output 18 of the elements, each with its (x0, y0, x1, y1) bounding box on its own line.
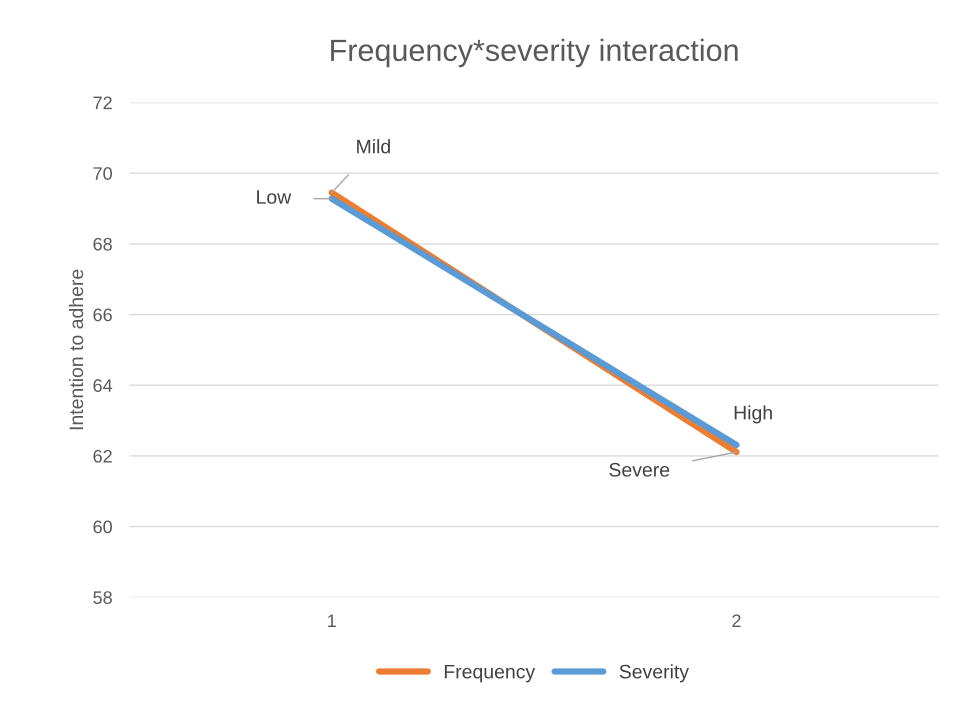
y-tick-label: 60 (94, 520, 112, 534)
y-tick-label: 58 (93, 591, 112, 604)
x-tick-label: 1 (328, 614, 336, 628)
y-tick-label: 72 (94, 96, 112, 110)
y-tick-label: 70 (94, 167, 112, 180)
annotation: Mild (357, 139, 390, 154)
y-axis-title: Intention to adhere (68, 270, 84, 430)
legend-label: Frequency (444, 664, 536, 682)
x-tick-label: 2 (732, 614, 741, 628)
chart-title: Frequency*severity interaction (331, 38, 738, 68)
y-tick-label: 64 (94, 379, 112, 392)
annotation: High (734, 405, 772, 424)
annotation: Severe (609, 462, 670, 477)
annotation: Low (257, 190, 292, 204)
legend-label: Severity (620, 664, 689, 682)
y-tick-label: 66 (94, 308, 112, 322)
y-tick-label: 68 (94, 238, 112, 251)
y-tick-label: 62 (94, 450, 112, 463)
